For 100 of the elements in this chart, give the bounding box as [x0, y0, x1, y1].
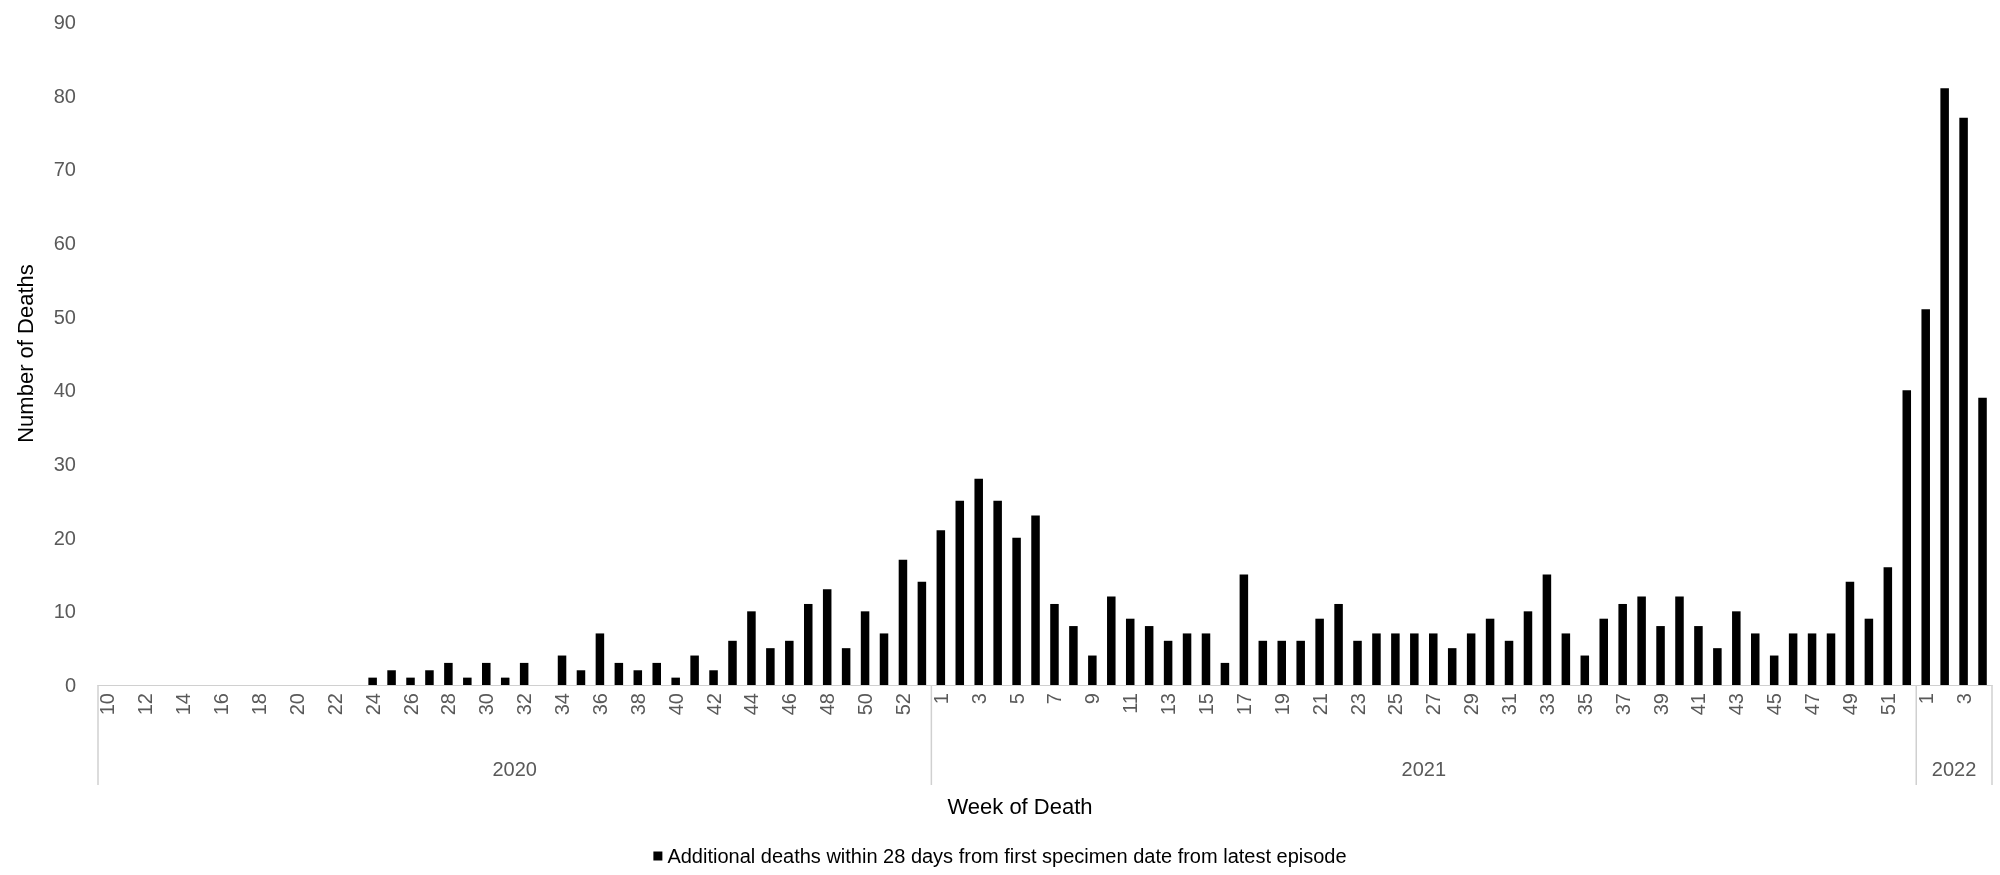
x-tick-label: 10 [96, 693, 119, 716]
bar [1012, 537, 1021, 685]
bar [1826, 633, 1836, 685]
bar [1788, 633, 1798, 685]
x-tick-label: 20 [285, 693, 308, 716]
bar [652, 662, 661, 685]
x-tick-label: 15 [1194, 693, 1217, 716]
bar [1107, 596, 1116, 685]
y-tick-label: 50 [53, 305, 76, 328]
x-tick-label: 18 [247, 693, 270, 716]
bar [898, 559, 908, 685]
x-tick-label: 9 [1081, 693, 1104, 705]
bar [728, 640, 737, 685]
bar [1277, 640, 1287, 685]
x-tick-label: 17 [1232, 693, 1255, 716]
bar [993, 500, 1002, 685]
bar [841, 648, 851, 685]
x-tick-label: 30 [475, 693, 498, 716]
x-axis-title: Week of Death [947, 793, 1093, 819]
bar [822, 589, 832, 685]
x-tick-label: 36 [588, 693, 611, 716]
x-tick-label: 11 [1119, 693, 1142, 714]
bar [463, 677, 472, 685]
bar [1978, 397, 1987, 685]
bar [747, 611, 756, 685]
bar [1429, 633, 1438, 685]
legend-label: Additional deaths within 28 days from first specimen date from latest episode [667, 845, 1347, 867]
x-tick-label: 28 [437, 693, 460, 716]
x-tick-label: 3 [967, 693, 990, 705]
bar [368, 677, 377, 685]
bar [1883, 567, 1893, 685]
bar [1144, 626, 1154, 685]
bar [1201, 633, 1211, 685]
bar [879, 633, 889, 685]
bar [1353, 640, 1362, 685]
bar [1485, 618, 1495, 685]
bar [1069, 626, 1078, 685]
bar [1769, 655, 1779, 685]
x-tick-label: 50 [854, 693, 877, 716]
bar [671, 677, 680, 685]
x-tick-label: 42 [702, 693, 725, 716]
bar [1694, 626, 1703, 685]
y-tick-label: 0 [64, 674, 76, 696]
x-tick-label: 22 [323, 693, 346, 716]
bar [936, 530, 946, 685]
y-tick-label: 20 [53, 526, 76, 549]
bar [444, 662, 453, 685]
bar [785, 640, 794, 685]
bar [406, 677, 415, 685]
bar [1447, 648, 1457, 685]
y-tick-label: 10 [53, 600, 76, 623]
x-tick-label: 25 [1384, 693, 1407, 716]
x-tick-label: 27 [1422, 693, 1445, 716]
x-tick-label: 29 [1460, 693, 1483, 716]
x-tick-label: 24 [361, 693, 384, 716]
x-tick-label: 35 [1573, 693, 1596, 716]
x-tick-label: 43 [1725, 693, 1748, 716]
x-tick-label: 33 [1535, 693, 1558, 716]
bar [1523, 611, 1533, 685]
bar [1750, 633, 1760, 685]
y-axis-title: Number of Deaths [12, 264, 38, 443]
bar [955, 500, 965, 685]
x-tick-label: 34 [551, 693, 574, 716]
x-tick-label: 45 [1763, 693, 1786, 716]
bar [1504, 640, 1514, 685]
x-tick-label: 1 [1914, 693, 1937, 705]
x-tick-label: 16 [210, 693, 233, 716]
bar [1713, 648, 1722, 685]
bar [860, 611, 870, 685]
bar [1940, 88, 1949, 685]
y-tick-label: 30 [53, 453, 76, 475]
bar [1580, 655, 1590, 685]
bar [614, 662, 624, 685]
x-tick-label: 52 [891, 693, 914, 716]
x-tick-label: 46 [778, 693, 801, 716]
x-tick-label: 32 [513, 693, 536, 716]
x-tick-label: 44 [740, 693, 763, 716]
y-tick-label: 60 [53, 232, 76, 254]
bar [1656, 626, 1665, 685]
bar [1542, 574, 1552, 685]
bar [1220, 662, 1230, 685]
x-tick-label: 13 [1157, 693, 1180, 716]
x-tick-label: 51 [1876, 693, 1899, 716]
x-tick-label: 37 [1611, 693, 1634, 716]
bar [803, 603, 813, 685]
x-tick-label: 21 [1308, 693, 1331, 716]
bar [1864, 618, 1874, 685]
bar [576, 670, 586, 685]
bar [1599, 618, 1608, 685]
bar [1239, 574, 1249, 685]
bar [425, 670, 434, 685]
bar [1372, 633, 1381, 685]
x-tick-label: 3 [1952, 693, 1975, 705]
bar [1410, 633, 1419, 685]
bar [1921, 309, 1930, 685]
x-tick-label: 1 [929, 693, 952, 705]
bar [1902, 390, 1912, 685]
bar [387, 670, 396, 685]
x-tick-label: 19 [1270, 693, 1293, 716]
x-tick-label: 26 [399, 693, 422, 716]
